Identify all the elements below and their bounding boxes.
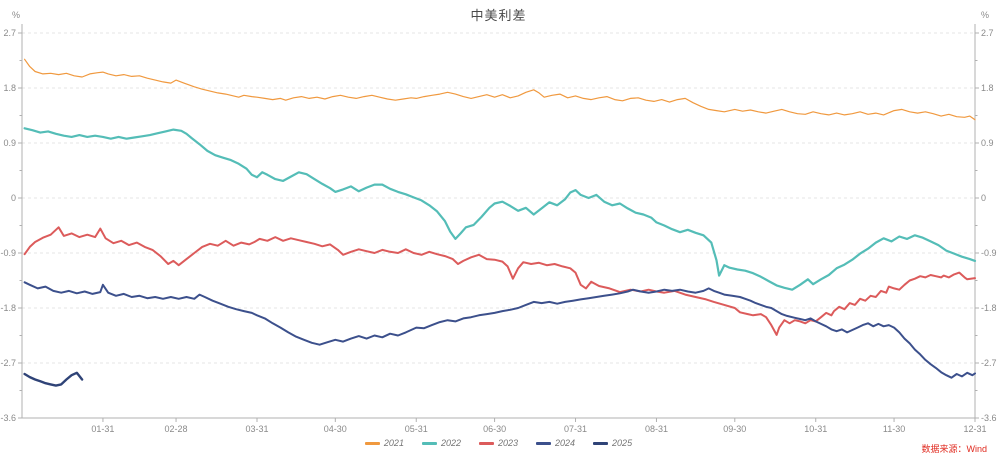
series-line-2024 <box>23 281 976 379</box>
y-tick-label-left: 2.7 <box>3 28 16 38</box>
legend-swatch-2025 <box>593 441 609 445</box>
legend-label-2023: 2023 <box>497 438 519 448</box>
y-tick-label-right: -2.7 <box>981 358 997 368</box>
y-tick-label-left: -1.8 <box>0 303 16 313</box>
x-tick-label: 05-31 <box>405 424 428 434</box>
y-tick-label-left: 1.8 <box>3 83 16 93</box>
legend-swatch-2022 <box>421 441 437 445</box>
x-tick-label: 06-30 <box>483 424 506 434</box>
legend-item-2023[interactable]: 2023 <box>478 438 519 448</box>
series-line-2021 <box>24 58 976 121</box>
legend-item-2024[interactable]: 2024 <box>536 438 575 448</box>
x-tick-label: 03-31 <box>245 424 268 434</box>
x-tick-label: 08-31 <box>645 424 668 434</box>
legend-swatch-2021 <box>364 441 380 445</box>
y-tick-label-left: -0.9 <box>0 248 16 258</box>
legend-swatch-2023 <box>478 441 494 445</box>
y-tick-label-right: -3.6 <box>981 413 997 423</box>
legend-item-2021[interactable]: 2021 <box>364 438 404 448</box>
series-line-2023 <box>23 226 976 336</box>
x-tick-label: 11-30 <box>883 424 905 434</box>
legend-swatch-2024 <box>536 441 552 445</box>
x-tick-label: 07-31 <box>564 424 587 434</box>
chart-title: 中美利差 <box>470 8 527 23</box>
series-line-2025 <box>23 371 84 387</box>
y-tick-label-right: 0.9 <box>981 138 994 148</box>
source-note: 数据来源：Wind <box>921 444 987 454</box>
legend-label-2022: 2022 <box>440 438 461 448</box>
legend-label-2024: 2024 <box>555 438 576 448</box>
x-tick-label: 02-28 <box>165 424 188 434</box>
y-tick-label-left: -2.7 <box>0 358 16 368</box>
y-tick-label-right: 0 <box>981 193 986 203</box>
x-tick-label: 10-31 <box>804 424 827 434</box>
y-tick-label-left: -3.6 <box>0 413 16 423</box>
legend: 2021 2022 2023 2024 2025 <box>0 438 997 448</box>
x-tick-label: 04-30 <box>324 424 347 434</box>
y-axis-unit-right: % <box>980 10 989 20</box>
legend-item-2025[interactable]: 2025 <box>593 438 632 448</box>
x-tick-label: 09-30 <box>723 424 746 434</box>
legend-label-2021: 2021 <box>383 438 404 448</box>
x-tick-label: 12-31 <box>963 424 986 434</box>
y-tick-label-right: -1.8 <box>981 303 997 313</box>
y-tick-label-left: 0 <box>11 193 16 203</box>
y-tick-label-right: 1.8 <box>981 83 994 93</box>
y-tick-label-right: -0.9 <box>981 248 997 258</box>
y-tick-label-right: 2.7 <box>981 28 994 38</box>
legend-item-2022[interactable]: 2022 <box>421 438 461 448</box>
y-tick-label-left: 0.9 <box>3 138 16 148</box>
legend-label-2025: 2025 <box>612 438 633 448</box>
y-axis-unit-left: % <box>12 10 21 20</box>
x-tick-label: 01-31 <box>91 424 114 434</box>
series-line-2022 <box>23 127 977 291</box>
